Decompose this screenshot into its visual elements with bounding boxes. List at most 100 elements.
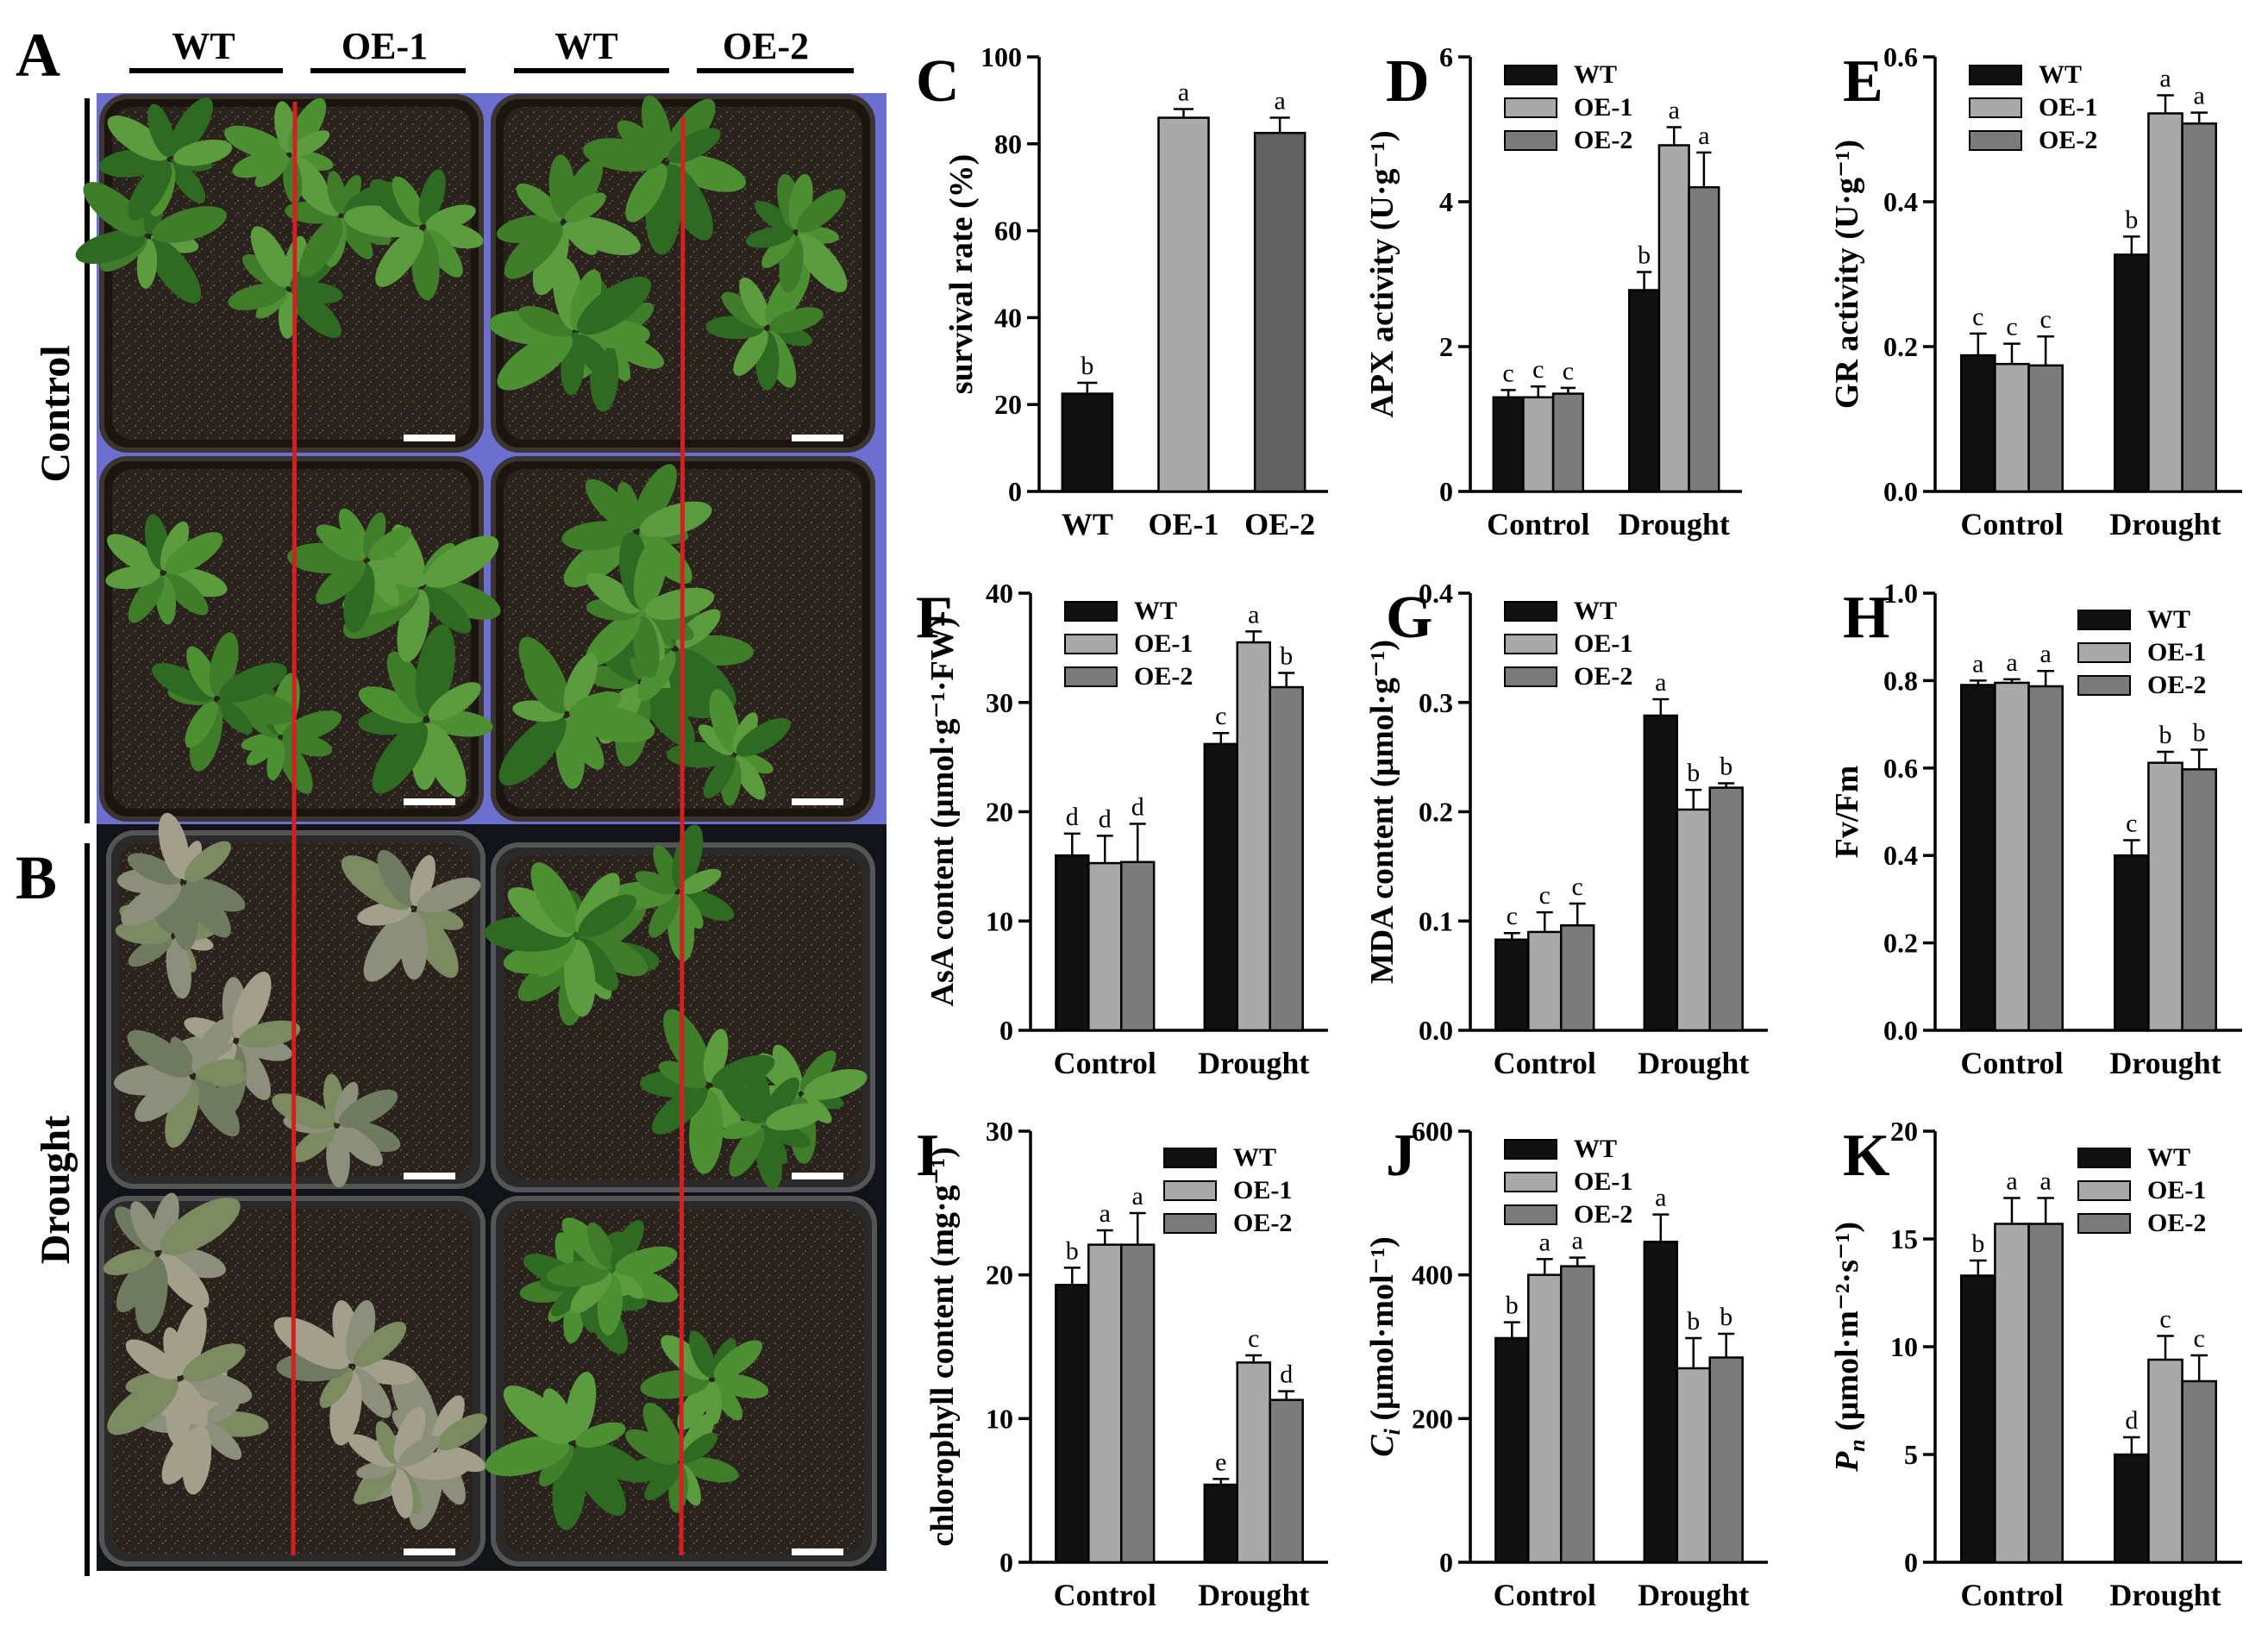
- y-tick-label-i: 10: [986, 1403, 1013, 1434]
- legend-label-i: OE-2: [1233, 1209, 1292, 1237]
- bar-i-oe-1-drought: [1236, 1361, 1271, 1564]
- significance-letter-k: d: [2125, 1406, 2138, 1435]
- bar-e-oe-1-control: [1994, 362, 2030, 493]
- chart-c: C 0 20 40 60 80 100 survival rate (%) b WT a OE-1 a O…: [916, 41, 1328, 541]
- y-tick-label-h: 0.6: [1883, 753, 1918, 784]
- y-axis-label-i: chlorophyll content (mg·g⁻¹): [924, 1147, 961, 1547]
- chart-k: K 0 5 10 15 20 Pn (μmol·m⁻²·s⁻¹) Control b a a Drou…: [1829, 1116, 2242, 1612]
- y-tick-label-f: 0: [999, 1015, 1013, 1046]
- significance-letter-c: a: [1178, 78, 1189, 106]
- significance-letter-d: c: [1502, 359, 1513, 387]
- significance-letter-i: d: [1280, 1361, 1293, 1389]
- significance-letter-j: a: [1539, 1228, 1551, 1256]
- y-axis-label-g: MDA content (μmol·g⁻¹): [1364, 640, 1400, 984]
- significance-letter-h: a: [2039, 640, 2051, 668]
- legend-swatch-f: [1064, 601, 1118, 622]
- chart-e: E 0.0 0.2 0.4 0.6 GR activity (U·g⁻¹) Control c…: [1829, 41, 2242, 541]
- legend-swatch-k: [2077, 1148, 2131, 1168]
- legend-label-h: OE-1: [2147, 638, 2206, 666]
- significance-letter-i: e: [1215, 1448, 1226, 1476]
- significance-letter-j: b: [1720, 1303, 1732, 1331]
- bar-c-wt: [1061, 392, 1114, 493]
- significance-letter-h: b: [2159, 721, 2172, 749]
- significance-letter-g: c: [1539, 881, 1551, 910]
- panel-letter-h: H: [1843, 585, 1889, 651]
- y-tick-label-c: 60: [994, 216, 1022, 247]
- y-axis-label-k: Pn (μmol·m⁻²·s⁻¹): [1829, 1222, 1870, 1473]
- significance-letter-g: b: [1720, 753, 1732, 781]
- significance-letter-i: a: [1132, 1182, 1143, 1210]
- bar-h-oe-2-drought: [2181, 768, 2217, 1032]
- bar-d-oe-2-drought: [1688, 185, 1720, 493]
- panel-letter-b: B: [16, 843, 57, 912]
- y-tick-label-h: 0.8: [1883, 665, 1918, 696]
- bar-e-wt-control: [1960, 353, 1996, 493]
- bar-f-wt-drought: [1203, 742, 1239, 1032]
- panel-letter-g: G: [1386, 585, 1432, 651]
- panel-letter-i: I: [916, 1123, 939, 1189]
- legend-swatch-g: [1504, 601, 1557, 622]
- y-axis-label-f: AsA content (μmol·g⁻¹·FW): [924, 617, 961, 1007]
- bar-c-oe-2: [1253, 131, 1306, 493]
- significance-letter-j: a: [1655, 1184, 1666, 1212]
- bar-e-oe-2-control: [2027, 364, 2064, 493]
- bar-e-wt-drought: [2114, 253, 2150, 493]
- bar-g-oe-1-control: [1527, 930, 1563, 1032]
- y-tick-label-g: 0.1: [1419, 905, 1453, 936]
- chart-f: F 0 10 20 30 40 AsA content (μmol·g⁻¹·FW) Contr…: [916, 578, 1328, 1080]
- legend-swatch-d: [1504, 130, 1557, 151]
- y-tick-label-j: 600: [1412, 1116, 1453, 1147]
- y-tick-label-c: 80: [994, 128, 1022, 160]
- x-tick-label-f: Drought: [1198, 1046, 1309, 1080]
- bar-k-oe-1-control: [1994, 1223, 2030, 1564]
- x-tick-label-d: Control: [1487, 507, 1589, 541]
- x-tick-label-i: Control: [1054, 1578, 1156, 1612]
- y-tick-label-i: 20: [986, 1260, 1013, 1291]
- y-tick-label-f: 40: [986, 578, 1013, 609]
- legend-swatch-j: [1504, 1172, 1557, 1192]
- significance-letter-d: a: [1669, 96, 1680, 124]
- significance-letter-e: c: [2039, 305, 2051, 334]
- y-tick-label-j: 0: [1439, 1547, 1453, 1578]
- significance-letter-k: c: [2193, 1324, 2204, 1353]
- bar-e-oe-1-drought: [2147, 112, 2183, 493]
- y-tick-label-k: 10: [1890, 1331, 1918, 1362]
- y-tick-label-c: 100: [981, 41, 1022, 72]
- red-divider-left: [291, 101, 298, 1556]
- x-tick-label-k: Drought: [2109, 1578, 2221, 1612]
- significance-letter-j: b: [1506, 1292, 1519, 1320]
- y-tick-label-e: 0.6: [1883, 41, 1918, 72]
- panel-letter-k: K: [1843, 1123, 1889, 1189]
- x-tick-label-h: Drought: [2109, 1046, 2221, 1080]
- significance-letter-e: c: [1972, 303, 1983, 331]
- bar-d-wt-control: [1492, 396, 1525, 493]
- significance-letter-h: a: [1972, 649, 1983, 678]
- significance-letter-f: a: [1248, 600, 1259, 629]
- bar-h-oe-1-control: [1994, 681, 2030, 1032]
- bar-f-oe-2-drought: [1269, 685, 1304, 1032]
- bar-h-wt-drought: [2114, 854, 2150, 1032]
- legend-label-h: OE-2: [2147, 671, 2206, 699]
- panel-letter-j: J: [1386, 1123, 1416, 1189]
- bar-k-oe-1-drought: [2147, 1358, 2183, 1564]
- significance-letter-f: d: [1066, 803, 1079, 831]
- header-oe1: OE-1: [341, 25, 428, 67]
- significance-letter-e: a: [2159, 65, 2171, 93]
- y-tick-label-d: 2: [1439, 331, 1453, 362]
- y-tick-label-h: 1.0: [1883, 578, 1918, 609]
- y-axis-label-j: Ci (μmol·mol⁻¹): [1364, 1236, 1405, 1457]
- legend-label-i: WT: [1233, 1143, 1276, 1172]
- bar-k-oe-2-drought: [2181, 1379, 2217, 1564]
- legend-label-k: OE-2: [2147, 1209, 2206, 1237]
- bar-k-oe-2-control: [2027, 1223, 2064, 1564]
- y-axis-label-c: survival rate (%): [943, 154, 980, 395]
- plant-photo-panel: A B WT OE-1 WT OE-2 Control Drought: [16, 21, 887, 1576]
- significance-letter-j: a: [1572, 1227, 1583, 1255]
- bar-j-oe-1-control: [1527, 1273, 1563, 1564]
- header-oe2: OE-2: [723, 25, 809, 67]
- legend-swatch-k: [2077, 1180, 2131, 1201]
- significance-letter-h: a: [2006, 648, 2017, 677]
- y-tick-label-e: 0.0: [1883, 476, 1918, 507]
